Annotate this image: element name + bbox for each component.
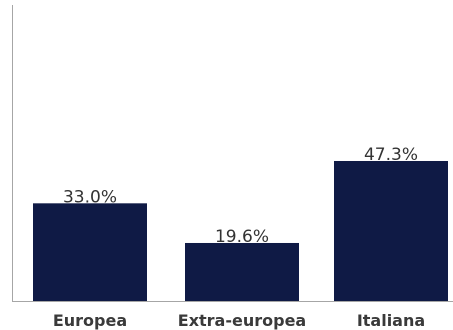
bar-extra-europea <box>185 242 299 301</box>
x-tick-label-extra-europea: Extra-europea <box>178 311 306 330</box>
data-label-italiana: 47.3% <box>364 145 418 165</box>
data-labels-group: 33.0% 19.6% 47.3% <box>63 145 418 247</box>
bars-group <box>33 160 448 301</box>
x-tick-label-italiana: Italiana <box>357 311 425 330</box>
bar-europea <box>33 203 147 301</box>
data-label-extra-europea: 19.6% <box>215 227 269 247</box>
x-tick-labels-group: Europea Extra-europea Italiana <box>53 311 425 330</box>
data-label-europea: 33.0% <box>63 187 117 207</box>
x-tick-label-europea: Europea <box>53 311 127 330</box>
bar-italiana <box>334 160 448 301</box>
